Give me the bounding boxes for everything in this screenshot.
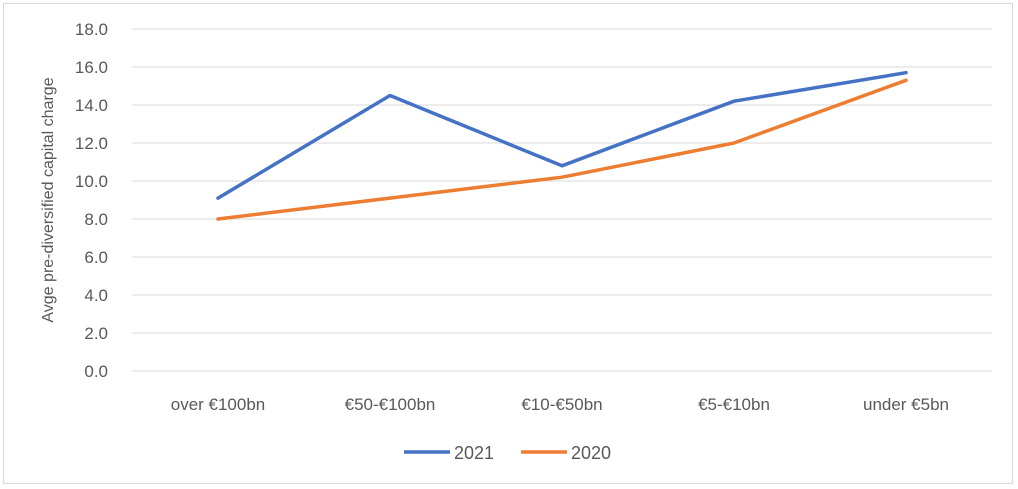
- gridlines: [132, 28, 992, 372]
- y-axis-title: Avge pre-diversified capital charge: [40, 77, 57, 322]
- y-tick-label: 12.0: [75, 134, 108, 153]
- y-tick-label: 18.0: [75, 20, 108, 39]
- series-lines: [216, 70, 908, 221]
- x-tick-label: €5-€10bn: [698, 395, 770, 414]
- series-line-2021: [216, 70, 908, 200]
- y-tick-label: 16.0: [75, 58, 108, 77]
- x-tick-label: €10-€50bn: [521, 395, 602, 414]
- legend-label: 2020: [571, 443, 611, 463]
- y-tick-labels: 0.0 2.0 4.0 6.0 8.0 10.0 12.0 14.0 16.0 18.0: [75, 20, 108, 381]
- series-line-2020: [216, 78, 908, 221]
- y-tick-label: 0.0: [84, 362, 108, 381]
- y-tick-label: 8.0: [84, 210, 108, 229]
- y-tick-label: 4.0: [84, 286, 108, 305]
- x-tick-labels: over €100bn €50-€100bn €10-€50bn €5-€10bn un…: [171, 395, 949, 414]
- legend: 2021 2020: [404, 443, 611, 463]
- y-tick-label: 2.0: [84, 324, 108, 343]
- y-tick-label: 10.0: [75, 172, 108, 191]
- legend-label: 2021: [454, 443, 494, 463]
- x-tick-label: under €5bn: [863, 395, 949, 414]
- y-tick-label: 14.0: [75, 96, 108, 115]
- y-tick-label: 6.0: [84, 248, 108, 267]
- x-tick-label: €50-€100bn: [345, 395, 436, 414]
- x-tick-label: over €100bn: [171, 395, 266, 414]
